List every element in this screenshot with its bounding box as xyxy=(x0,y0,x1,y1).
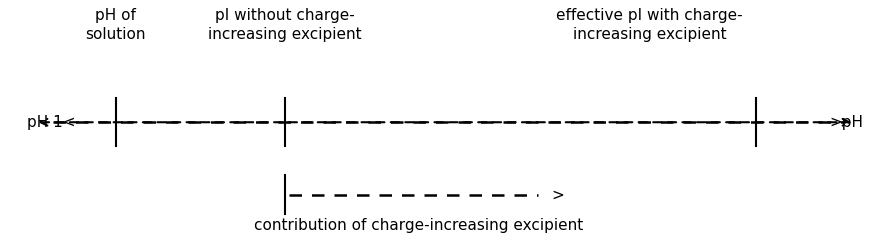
Text: contribution of charge-increasing excipient: contribution of charge-increasing excipi… xyxy=(254,218,583,233)
Text: pH of
solution: pH of solution xyxy=(85,8,146,42)
Text: effective pI with charge-
increasing excipient: effective pI with charge- increasing exc… xyxy=(556,8,743,42)
Text: >: > xyxy=(552,187,564,202)
Text: pI without charge-
increasing excipient: pI without charge- increasing excipient xyxy=(208,8,361,42)
Text: pH 1<: pH 1< xyxy=(27,115,75,130)
Text: >pH: >pH xyxy=(829,115,863,130)
